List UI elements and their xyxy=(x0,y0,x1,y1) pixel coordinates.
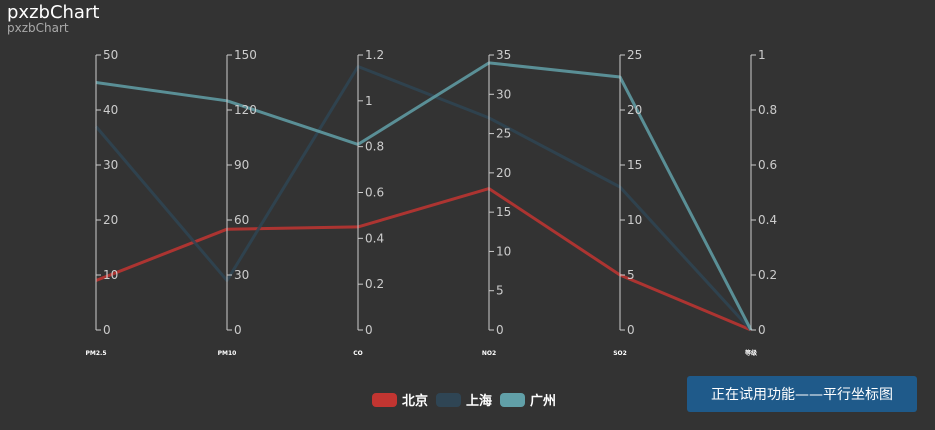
tick-label: 0 xyxy=(365,323,373,337)
legend-swatch xyxy=(372,392,397,407)
tick-label: 15 xyxy=(627,158,642,172)
tick-label: 0 xyxy=(627,323,635,337)
axis-name: CO xyxy=(353,350,363,357)
legend-label: 上海 xyxy=(466,394,493,409)
tick-label: 0.6 xyxy=(365,186,384,200)
tick-label: 0.2 xyxy=(365,277,384,291)
tick-label: 25 xyxy=(627,48,642,62)
tick-label: 0.4 xyxy=(758,213,777,227)
axis-name: PM10 xyxy=(218,350,237,357)
legend-label: 广州 xyxy=(530,394,557,409)
chart-title: pxzbChart xyxy=(7,2,100,23)
tick-label: 0.6 xyxy=(758,158,777,172)
axis-name: 等级 xyxy=(744,349,757,357)
tick-label: 0 xyxy=(234,323,242,337)
axis-name: SO2 xyxy=(613,350,627,357)
tick-label: 0.8 xyxy=(758,103,777,117)
legend-item-1[interactable]: 上海 xyxy=(436,390,492,409)
legend-label: 北京 xyxy=(402,394,429,409)
tick-label: 150 xyxy=(234,48,257,62)
tick-label: 0 xyxy=(103,323,111,337)
tick-label: 120 xyxy=(234,103,257,117)
tick-label: 0 xyxy=(496,323,504,337)
tick-label: 40 xyxy=(103,103,118,117)
tick-label: 20 xyxy=(627,103,642,117)
tick-label: 30 xyxy=(496,87,511,101)
tick-label: 10 xyxy=(627,213,642,227)
tick-label: 15 xyxy=(496,205,511,219)
chart-subtitle: pxzbChart xyxy=(7,21,69,35)
tick-label: 30 xyxy=(103,158,118,172)
tick-label: 0 xyxy=(758,323,766,337)
tick-label: 20 xyxy=(103,213,118,227)
tick-label: 5 xyxy=(496,284,504,298)
legend-swatch xyxy=(500,392,526,407)
tick-label: 50 xyxy=(103,48,118,62)
tick-label: 20 xyxy=(496,166,511,180)
tick-label: 10 xyxy=(103,268,118,282)
tick-label: 90 xyxy=(234,158,249,172)
tick-label: 0.2 xyxy=(758,268,777,282)
tick-label: 5 xyxy=(627,268,635,282)
legend-item-2[interactable]: 广州 xyxy=(500,390,556,409)
trial-feature-badge[interactable]: 正在试用功能——平行坐标图 xyxy=(687,376,917,412)
tick-label: 35 xyxy=(496,48,511,62)
legend-swatch xyxy=(436,392,462,407)
tick-label: 0.8 xyxy=(365,140,384,154)
tick-label: 0.4 xyxy=(365,231,384,245)
series-line-0 xyxy=(95,187,752,332)
tick-label: 25 xyxy=(496,127,511,141)
axis-name: PM2.5 xyxy=(86,350,107,357)
legend: 北京 上海 广州 xyxy=(372,390,556,409)
legend-item-0[interactable]: 北京 xyxy=(372,390,428,409)
series-line-2 xyxy=(95,61,753,331)
series-line-1 xyxy=(94,65,753,332)
tick-label: 1 xyxy=(758,48,766,62)
tick-label: 1.2 xyxy=(365,48,384,62)
tick-label: 1 xyxy=(365,94,373,108)
tick-label: 10 xyxy=(496,244,511,258)
tick-label: 30 xyxy=(234,268,249,282)
axis-name: NO2 xyxy=(482,350,496,357)
tick-label: 60 xyxy=(234,213,249,227)
